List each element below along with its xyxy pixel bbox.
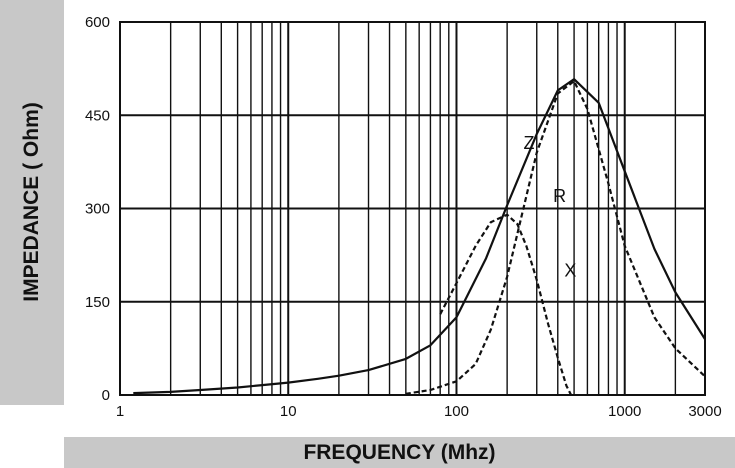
curve-label-r: R <box>553 186 566 206</box>
series-z-line <box>133 78 706 395</box>
y-tick-label: 0 <box>102 387 110 404</box>
series-r-line <box>405 80 706 395</box>
x-tick-label: 10 <box>280 403 297 420</box>
x-axis-label-band: FREQUENCY (Mhz) <box>64 437 735 468</box>
curve-labels: Z R X <box>524 133 577 280</box>
grid-lines <box>120 22 705 395</box>
y-tick-label: 600 <box>85 14 110 31</box>
y-tick-label: 150 <box>85 294 110 311</box>
tick-labels: 1 10 100 1000 3000 0 150 300 450 600 <box>85 14 722 420</box>
x-tick-label: 1 <box>116 403 124 420</box>
y-axis-label-band: IMPEDANCE ( Ohm) <box>0 0 64 405</box>
curves <box>133 78 706 396</box>
x-tick-label: 100 <box>444 403 469 420</box>
y-tick-label: 300 <box>85 201 110 218</box>
curve-label-x: X <box>564 261 576 281</box>
series-x-line <box>439 213 573 396</box>
y-tick-label: 450 <box>85 107 110 124</box>
x-tick-label: 3000 <box>688 403 721 420</box>
curve-label-z: Z <box>524 133 535 153</box>
x-axis-label: FREQUENCY (Mhz) <box>303 441 496 464</box>
x-tick-label: 1000 <box>608 403 641 420</box>
impedance-frequency-chart: 1 10 100 1000 3000 0 150 300 450 600 Z R X <box>85 14 722 420</box>
